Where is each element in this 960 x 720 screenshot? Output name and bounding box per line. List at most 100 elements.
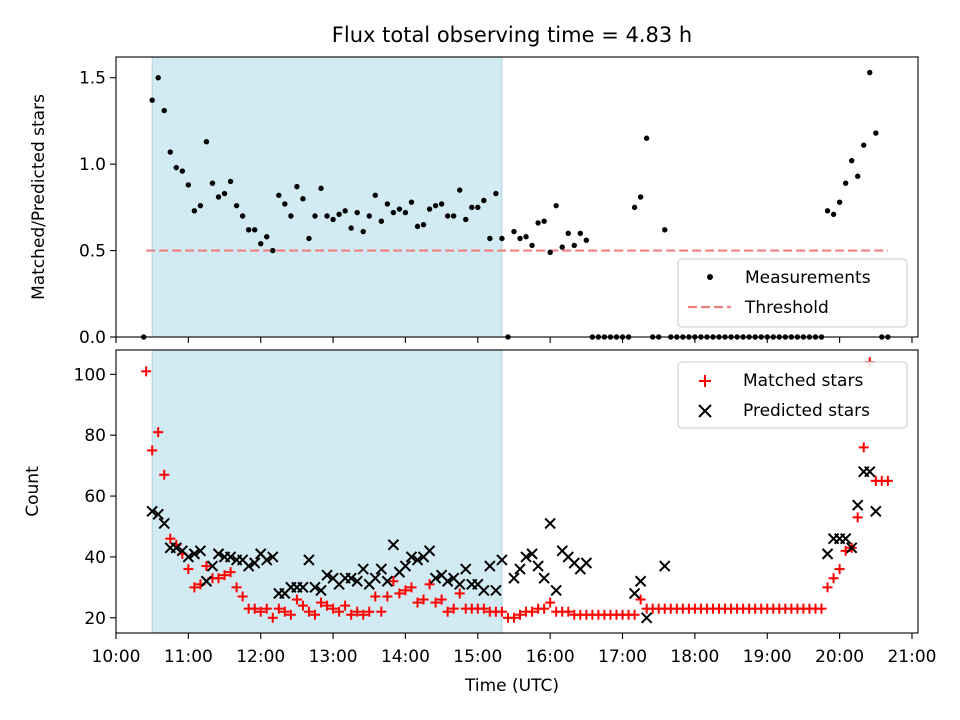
y-tick-label: 20	[84, 609, 106, 629]
x-tick-label: 20:00	[815, 647, 864, 667]
legend-matched-marker	[699, 375, 711, 387]
measurement-point	[288, 213, 294, 219]
matched-stars-point	[430, 597, 441, 608]
measurement-point	[517, 235, 523, 242]
observing-window-band-top	[151, 56, 503, 338]
matched-stars-point	[147, 445, 158, 456]
predicted-stars-point	[634, 575, 647, 587]
matched-stars-point	[822, 582, 833, 593]
predicted-stars-point	[303, 554, 315, 566]
predicted-stars-point	[532, 560, 544, 572]
predicted-stars-point	[345, 572, 357, 584]
measurement-point	[384, 201, 391, 207]
measurement-point	[565, 230, 571, 236]
matched-stars-point	[545, 597, 556, 608]
predicted-stars-point	[369, 572, 382, 584]
legend-matched-label: Matched stars	[743, 371, 863, 391]
matched-stars-point	[225, 567, 236, 578]
predicted-stars-point	[405, 551, 418, 563]
ratio-legend-box	[677, 258, 908, 328]
measurement-point	[179, 168, 186, 174]
time-x-axis-label: Time (UTC)	[464, 676, 559, 696]
predicted-stars-point	[212, 548, 225, 560]
measurement-point	[499, 235, 505, 242]
predicted-stars-point	[429, 572, 442, 584]
matched-stars-point	[279, 606, 290, 617]
predicted-stars-point	[538, 572, 550, 584]
measurement-point	[239, 213, 246, 219]
predicted-stars-point	[520, 551, 532, 563]
predicted-stars-point	[248, 557, 261, 569]
y-tick-label: 60	[84, 487, 106, 507]
matched-stars-point	[858, 442, 869, 453]
legend-measurements-label: Measurements	[745, 268, 871, 288]
measurement-point	[270, 247, 276, 254]
predicted-stars-point	[297, 581, 309, 594]
predicted-stars-point	[478, 584, 490, 597]
matched-stars-point	[183, 564, 194, 575]
measurement-point	[426, 206, 433, 212]
measurement-point	[643, 135, 650, 141]
measurement-point	[354, 209, 360, 216]
ratio-axes-frame	[115, 56, 919, 338]
matched-stars-point	[418, 594, 429, 605]
predicted-stars-point	[550, 584, 562, 597]
measurement-point	[842, 180, 849, 186]
predicted-stars-point	[315, 584, 327, 597]
count-legend-box	[677, 361, 908, 429]
x-tick-label: 14:00	[381, 647, 430, 667]
measurement-point	[463, 216, 469, 223]
measurement-point	[360, 228, 366, 235]
predicted-stars-point	[158, 517, 170, 530]
predicted-stars-point	[224, 551, 237, 563]
matched-stars-point	[316, 597, 327, 608]
measurement-point	[276, 192, 282, 198]
measurement-point	[559, 244, 565, 250]
measurement-point	[372, 192, 378, 198]
matched-stars-point	[231, 582, 242, 593]
measurement-point	[161, 107, 167, 114]
matched-stars-point	[448, 603, 459, 614]
measurement-point	[203, 138, 210, 145]
predicted-stars-point	[508, 572, 520, 584]
measurement-point	[523, 234, 529, 240]
measurement-point	[577, 230, 584, 236]
x-tick-label: 16:00	[526, 647, 575, 667]
measurement-point	[631, 204, 638, 211]
ratio-y-axis-label: Matched/Predicted stars	[29, 94, 49, 300]
measurement-point	[221, 190, 228, 197]
legend-threshold-label: Threshold	[744, 298, 829, 318]
measurement-point	[662, 227, 668, 233]
predicted-stars-point	[821, 548, 834, 560]
x-tick-label: 13:00	[309, 647, 358, 667]
matched-stars-point	[496, 606, 507, 617]
measurement-point	[215, 194, 222, 200]
measurement-point	[854, 173, 861, 179]
matched-stars-point	[273, 603, 284, 614]
observing-window-band-bottom	[151, 349, 503, 634]
measurement-point	[264, 234, 270, 240]
measurement-point	[861, 142, 867, 148]
measurement-point	[511, 228, 517, 235]
matched-stars-point	[285, 609, 296, 620]
y-tick-label: 0.5	[79, 242, 106, 262]
predicted-stars-point	[200, 575, 213, 587]
predicted-stars-point	[188, 548, 201, 560]
measurement-point	[330, 216, 336, 223]
measurement-point	[167, 149, 173, 155]
count-axes-frame	[115, 349, 919, 634]
measurement-point	[173, 164, 180, 171]
predicted-stars-point	[170, 542, 183, 554]
measurement-point	[149, 97, 155, 103]
measurement-point	[867, 69, 873, 76]
matched-stars-point	[406, 582, 417, 593]
y-tick-label: 40	[84, 548, 106, 568]
measurement-point	[336, 211, 342, 217]
predicted-stars-point	[628, 587, 641, 600]
y-tick-label: 1.0	[79, 155, 106, 175]
predicted-stars-point	[864, 466, 876, 478]
matched-stars-point	[352, 606, 363, 617]
measurement-point	[378, 218, 385, 224]
ratio-legend: Measurements Threshold	[677, 258, 908, 328]
predicted-stars-point	[870, 505, 882, 517]
